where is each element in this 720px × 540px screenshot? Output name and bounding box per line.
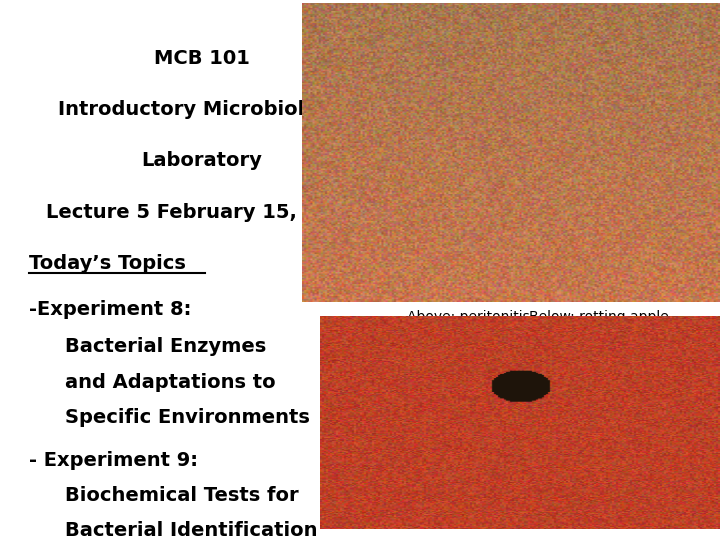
Text: Bacterial Identification: Bacterial Identification bbox=[65, 521, 318, 540]
Text: -Experiment 8:: -Experiment 8: bbox=[29, 300, 192, 319]
Text: Lecture 5 February 15, 2019: Lecture 5 February 15, 2019 bbox=[46, 202, 357, 221]
Text: - Experiment 9:: - Experiment 9: bbox=[29, 451, 198, 470]
Text: Biochemical Tests for: Biochemical Tests for bbox=[65, 486, 298, 505]
Text: and Adaptations to: and Adaptations to bbox=[65, 373, 276, 392]
Text: MCB 101: MCB 101 bbox=[153, 49, 250, 68]
Text: Above: peritonitis: Above: peritonitis bbox=[407, 310, 529, 325]
Text: Laboratory: Laboratory bbox=[141, 151, 262, 170]
Text: Bacterial Enzymes: Bacterial Enzymes bbox=[65, 338, 266, 356]
Text: Specific Environments: Specific Environments bbox=[65, 408, 310, 427]
Text: Introductory Microbiology: Introductory Microbiology bbox=[58, 100, 345, 119]
Text: Today’s Topics: Today’s Topics bbox=[29, 254, 186, 273]
Text: Below: rotting apple: Below: rotting apple bbox=[529, 310, 669, 325]
